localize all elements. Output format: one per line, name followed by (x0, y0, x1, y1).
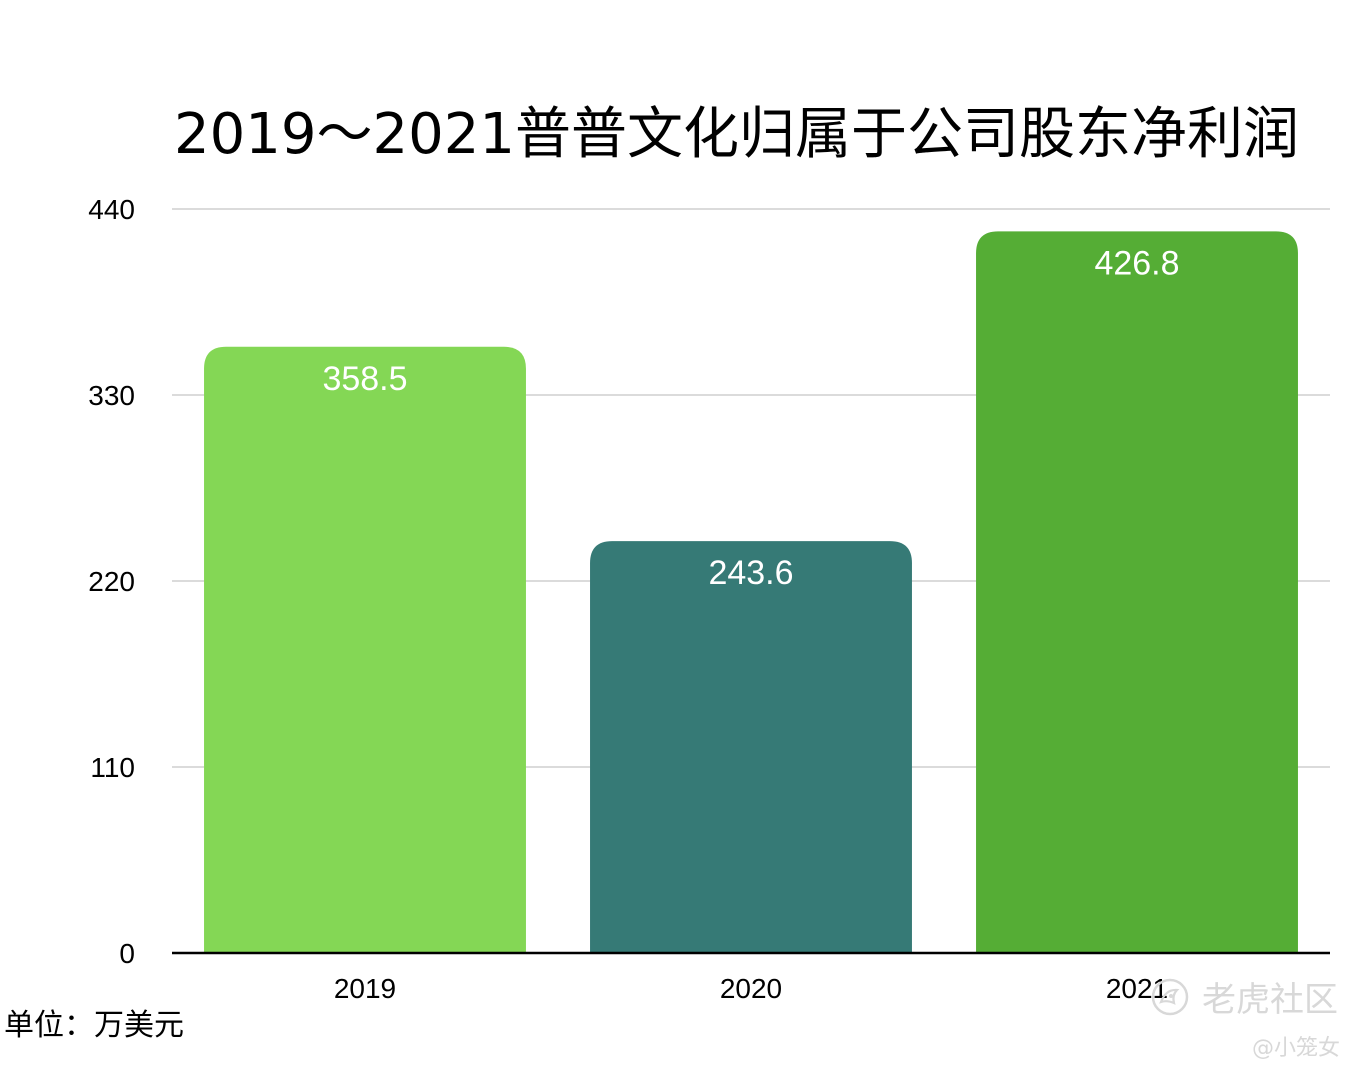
x-tick-label-2020: 2020 (720, 973, 782, 1004)
y-tick-label: 220 (88, 566, 135, 597)
watermark: 老虎社区 (1150, 972, 1338, 1021)
y-axis-ticks: 0 110 220 330 440 (88, 194, 135, 969)
data-label-2020: 243.6 (708, 554, 793, 592)
tiger-logo-icon (1151, 978, 1189, 1015)
y-tick-label: 110 (90, 752, 135, 783)
watermark-author: @小笼女 (1252, 1036, 1341, 1061)
bar-2021 (976, 231, 1298, 953)
watermark-brand: 老虎社区 (1202, 980, 1338, 1020)
x-axis-labels: 2019 2020 2021 (334, 973, 1168, 1004)
y-tick-label: 440 (88, 194, 135, 225)
x-tick-label-2021: 2021 (1106, 973, 1168, 1004)
y-tick-label: 0 (119, 938, 135, 969)
bar-2020 (590, 541, 912, 953)
y-tick-label: 330 (88, 380, 135, 411)
unit-label: 单位：万美元 (4, 1008, 184, 1043)
bar-2019 (204, 346, 526, 953)
chart-title: 2019～2021普普文化归属于公司股东净利润 (174, 102, 1299, 167)
data-label-2021: 426.8 (1094, 244, 1179, 282)
data-label-2019: 358.5 (322, 360, 407, 398)
x-tick-label-2019: 2019 (334, 973, 396, 1004)
bars: 358.5 243.6 426.8 (204, 231, 1298, 953)
